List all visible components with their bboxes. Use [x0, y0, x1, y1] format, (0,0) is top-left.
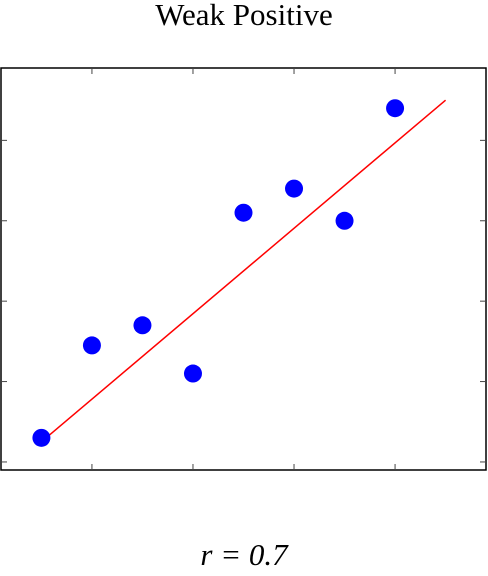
point	[133, 316, 152, 335]
fit-line	[40, 99, 447, 443]
point	[386, 99, 405, 118]
chart-title: Weak Positive	[155, 0, 332, 32]
point	[285, 179, 304, 198]
point	[335, 211, 354, 230]
point	[183, 364, 202, 383]
point	[82, 336, 101, 355]
point	[32, 428, 51, 447]
point	[234, 203, 253, 222]
annotation: r = 0.7	[200, 537, 289, 572]
plot-frame	[0, 67, 487, 471]
